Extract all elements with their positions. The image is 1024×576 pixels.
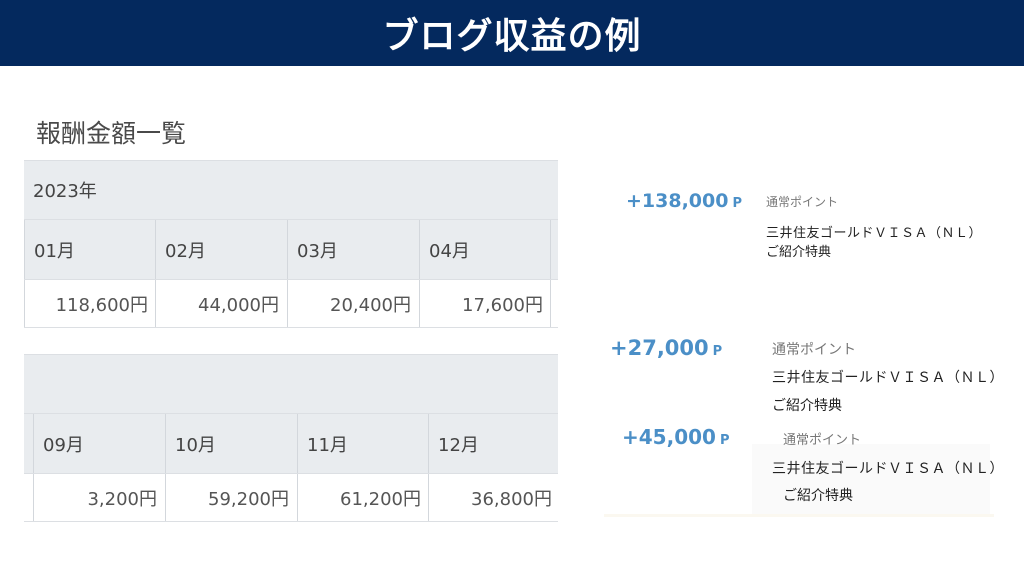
header-bar: ブログ収益の例 [0,0,1024,66]
section-title: 報酬金額一覧 [36,119,187,148]
month-header-row: 09月 10月 11月 12月 [24,414,558,474]
month-cell: 10月 [165,414,297,473]
amount-cell: 17,600円 [419,280,551,327]
entry-background [752,444,990,516]
year-header [24,354,558,414]
point-unit: P [712,344,723,359]
point-amount: +45,000 P [622,425,729,449]
page-title: ブログ収益の例 [382,16,642,57]
point-note: ご紹介特典 [772,398,842,414]
amount-row: 118,600円 44,000円 20,400円 17,600円 [24,280,558,328]
amount-cell: 36,800円 [428,474,558,521]
year-header: 2023年 [24,160,558,220]
year-label: 2023年 [33,181,97,202]
point-value: +27,000 [610,336,709,360]
point-unit: P [732,196,742,211]
month-cell: 12月 [428,414,558,473]
amount-cell: 61,200円 [297,474,429,521]
card-name: 三井住友ゴールドＶＩＳＡ（ＮＬ） [766,226,983,241]
divider [604,514,994,517]
amount-cell: 59,200円 [165,474,297,521]
point-value: +138,000 [626,190,729,212]
card-name: 三井住友ゴールドＶＩＳＡ（ＮＬ） [772,461,1004,477]
month-cell: 11月 [297,414,429,473]
point-type: 通常ポイント [766,195,839,209]
card-name: 三井住友ゴールドＶＩＳＡ（ＮＬ） [772,370,1004,386]
month-cell: 04月 [419,220,551,279]
point-type: 通常ポイント [772,342,856,358]
reward-table-1: 2023年 01月 02月 03月 04月 118,600円 44,000円 2… [24,160,558,328]
month-cell: 09月 [33,414,165,473]
amount-cell: 44,000円 [155,280,287,327]
month-cell: 03月 [287,220,419,279]
amount-cell-overflow [550,280,558,327]
month-cell: 02月 [155,220,287,279]
point-amount: +27,000 P [610,336,722,360]
point-amount: +138,000 P [626,190,742,212]
month-cell-overflow [550,220,558,279]
point-note: ご紹介特典 [766,245,832,260]
point-value: +45,000 [622,425,716,449]
month-cell: 01月 [24,220,156,279]
amount-row: 3,200円 59,200円 61,200円 36,800円 [24,474,558,522]
amount-cell: 20,400円 [287,280,419,327]
reward-table-2: 09月 10月 11月 12月 3,200円 59,200円 61,200円 3… [24,354,558,522]
point-unit: P [719,433,730,448]
amount-cell: 3,200円 [33,474,165,521]
point-note: ご紹介特典 [783,488,853,504]
month-header-row: 01月 02月 03月 04月 [24,220,558,280]
point-type: 通常ポイント [783,433,862,448]
amount-cell: 118,600円 [24,280,156,327]
